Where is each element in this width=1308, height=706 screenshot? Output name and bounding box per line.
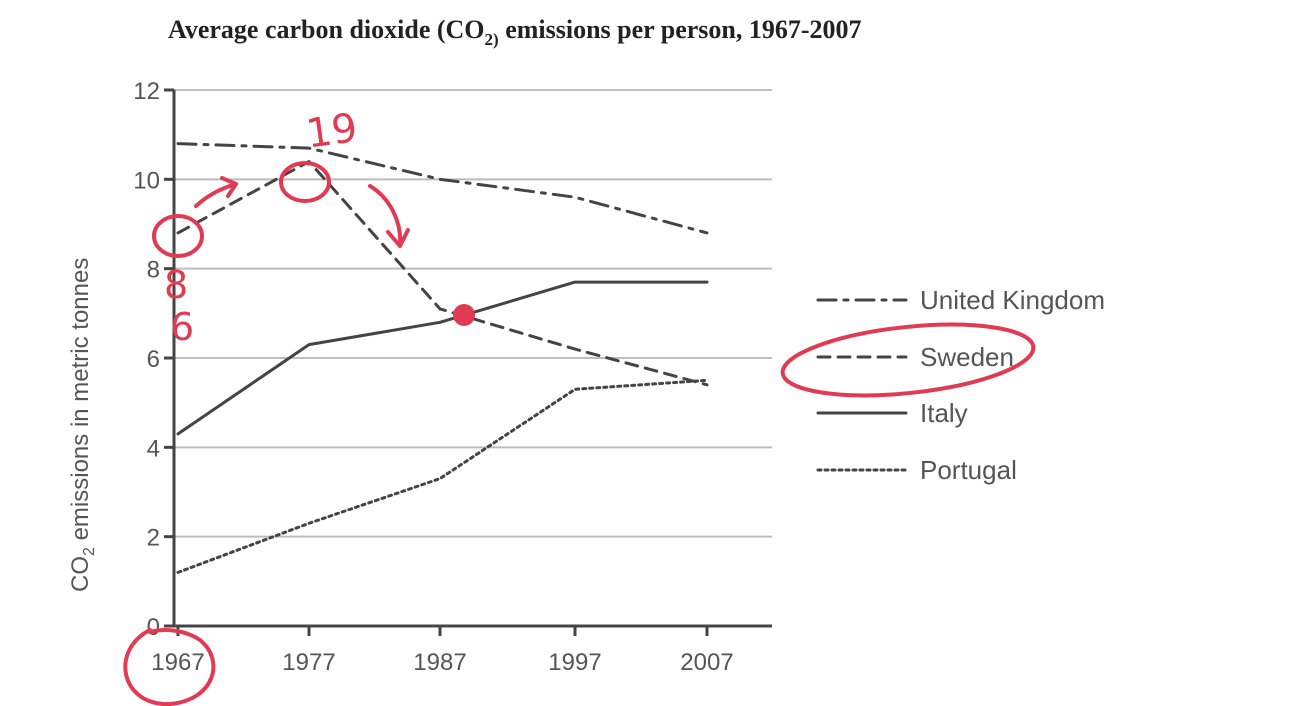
y-tick-label: 8 <box>147 257 160 284</box>
annotation-circle-1967-sweden <box>152 214 204 258</box>
y-tick-label: 12 <box>133 78 160 105</box>
series-line-portugal <box>176 378 709 574</box>
annotation-circle-1977-peak <box>279 161 331 203</box>
handwritten-annotations: 19 8 6 <box>123 105 1036 706</box>
y-tick-label: 2 <box>147 525 160 552</box>
y-axis-label: CO2 emissions in metric tonnes <box>67 258 98 592</box>
title-tail: emissions per person, 1967-2007 <box>499 15 862 44</box>
annotation-arrow-up <box>194 176 238 208</box>
x-tick-label: 1977 <box>282 649 335 676</box>
y-axis-label-prefix: CO <box>67 556 94 592</box>
x-tick-label: 1967 <box>151 649 204 676</box>
y-tick-labels: 0 2 4 6 8 10 12 <box>133 78 174 641</box>
series-line-italy <box>176 280 709 436</box>
series-line-united-kingdom <box>176 142 709 235</box>
series-lines <box>176 142 709 574</box>
series-line-sweden <box>176 160 709 387</box>
annotation-crossing-dot <box>453 304 475 326</box>
y-tick-label: 10 <box>133 167 160 194</box>
annotation-circle-1967-label <box>123 628 216 706</box>
legend-label: United Kingdom <box>920 285 1105 315</box>
legend: United Kingdom Sweden Italy Portugal <box>816 285 1105 485</box>
annotation-circle-sweden-legend <box>780 322 1036 398</box>
y-axis-label-subscript: 2 <box>81 547 98 556</box>
x-tick-label: 1987 <box>413 649 466 676</box>
y-tick-label: 6 <box>147 346 160 373</box>
chart-title: Average carbon dioxide (CO2) emissions p… <box>168 15 862 49</box>
annotation-arrow-down <box>368 184 410 248</box>
y-tick-label: 4 <box>147 435 160 462</box>
title-subscript: 2) <box>485 30 499 49</box>
legend-label: Sweden <box>920 342 1014 372</box>
y-axis-label-rest: emissions in metric tonnes <box>67 258 94 547</box>
legend-label: Portugal <box>920 455 1017 485</box>
annotation-note-19: 19 <box>303 105 360 158</box>
title-main: Average carbon dioxide (CO <box>168 15 485 44</box>
y-tick-label: 0 <box>147 614 160 641</box>
annotation-note-8: 8 <box>164 263 188 307</box>
x-tick-label: 2007 <box>680 649 733 676</box>
annotation-note-6: 6 <box>170 305 194 349</box>
x-tick-labels: 1967 1977 1987 1997 2007 <box>151 649 733 676</box>
x-tick-label: 1997 <box>548 649 601 676</box>
legend-label: Italy <box>920 398 968 428</box>
